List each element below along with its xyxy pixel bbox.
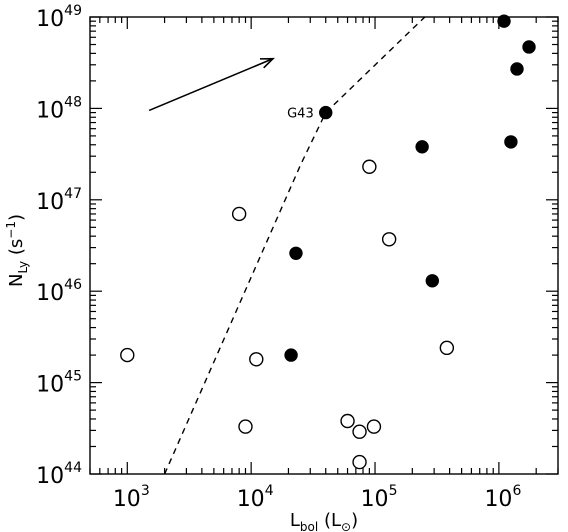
x-label-unit-close: ) <box>351 510 358 531</box>
x-label-sub: bol <box>300 520 318 532</box>
y-label-unit-open: (s <box>6 239 27 261</box>
filled-point <box>504 135 518 149</box>
y-label-unit-close: ) <box>6 214 27 221</box>
open-point <box>362 159 377 174</box>
filled-point <box>284 348 298 362</box>
y-tick-label: 1048 <box>36 94 82 123</box>
data-points <box>120 14 536 470</box>
y-label-sub: Ly <box>16 261 30 274</box>
x-axis-label: Lbol (L⊙) <box>290 510 358 532</box>
x-label-unit-sub: ⊙ <box>341 520 351 532</box>
annotation-label: G43 <box>287 107 314 122</box>
tick-label-exponent: 46 <box>64 277 82 293</box>
open-point <box>366 419 382 434</box>
tick-label-base: 10 <box>36 98 64 123</box>
y-axis-label: NLy (s−1) <box>4 214 30 287</box>
tick-label-exponent: 5 <box>389 483 398 499</box>
open-point <box>340 413 355 429</box>
plot-frame <box>89 16 559 475</box>
tick-label-exponent: 45 <box>64 369 82 385</box>
tick-label-base: 10 <box>36 464 64 489</box>
tick-label-base: 10 <box>113 487 141 512</box>
filled-point <box>425 274 440 288</box>
open-point <box>249 352 264 367</box>
dashed-line <box>163 17 426 474</box>
tick-label-exponent: 6 <box>512 483 521 499</box>
axis-ticks <box>89 16 559 475</box>
x-tick-label: 103 <box>113 483 150 512</box>
open-point <box>231 206 247 222</box>
open-point <box>381 232 397 247</box>
open-point <box>352 454 367 470</box>
arrow-shaft <box>148 57 274 112</box>
tick-label-exponent: 47 <box>64 186 82 202</box>
y-tick-label: 1046 <box>36 277 82 306</box>
tick-label-base: 10 <box>36 190 64 215</box>
filled-point <box>510 62 524 76</box>
tick-label-base: 10 <box>361 487 389 512</box>
open-point <box>120 347 135 363</box>
tick-label-exponent: 3 <box>141 483 150 499</box>
x-label-main: L <box>290 510 300 531</box>
tick-label-exponent: 4 <box>265 483 274 499</box>
open-point <box>439 340 455 356</box>
filled-point <box>319 105 333 120</box>
y-tick-label: 1045 <box>36 369 82 398</box>
tick-label-base: 10 <box>36 7 64 32</box>
y-label-unit-sup: −1 <box>4 221 18 239</box>
tick-label-base: 10 <box>36 281 64 306</box>
open-point <box>238 419 253 434</box>
tick-label-exponent: 44 <box>64 460 82 476</box>
open-point <box>352 424 367 439</box>
annotations: G43 <box>287 107 314 122</box>
filled-point <box>289 246 303 260</box>
x-label-unit-open: (L <box>318 510 341 531</box>
y-label-main: N <box>6 274 27 287</box>
filled-point <box>497 14 511 28</box>
filled-point <box>522 40 536 54</box>
filled-point <box>415 140 429 154</box>
tick-label-base: 10 <box>484 487 512 512</box>
plot-border <box>89 16 559 475</box>
y-tick-label: 1047 <box>36 186 82 215</box>
x-tick-label: 105 <box>361 483 398 512</box>
dashed-line-layer <box>148 17 426 474</box>
arrow-head <box>259 57 275 69</box>
y-tick-label: 1044 <box>36 460 82 489</box>
tick-label-base: 10 <box>36 373 64 398</box>
tick-label-exponent: 48 <box>64 94 82 110</box>
tick-label-exponent: 49 <box>64 3 82 19</box>
tick-label-base: 10 <box>237 487 265 512</box>
x-tick-label: 106 <box>484 483 521 512</box>
y-tick-label: 1049 <box>36 3 82 32</box>
x-tick-label: 104 <box>237 483 274 512</box>
